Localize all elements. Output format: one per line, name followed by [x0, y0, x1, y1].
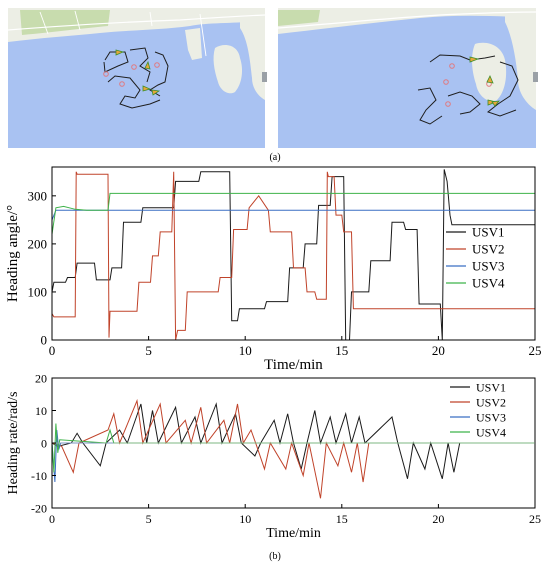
- y-tick-label: -20: [31, 502, 47, 516]
- x-tick-label: 25: [529, 343, 542, 358]
- target-point: [131, 64, 137, 70]
- y-tick-label: 0: [41, 437, 47, 451]
- usv-marker: [142, 85, 152, 92]
- map-2-usv-markers: [469, 56, 500, 107]
- plot-frame: [51, 166, 536, 341]
- heading-angle-chart: 0 5 10 15 20 25 0 100 200 300 Time/min Heading angl…: [5, 166, 542, 373]
- map-1-panel-toggle[interactable]: [262, 72, 267, 82]
- map-roads: [277, 11, 537, 29]
- target-point: [443, 79, 449, 85]
- target-point: [103, 71, 109, 77]
- x-tick-label: 15: [336, 512, 348, 526]
- map-peninsula: [213, 45, 243, 94]
- usv-marker: [486, 75, 494, 84]
- trajectory-map-2: [277, 8, 537, 148]
- panel-label-a: (a): [269, 152, 280, 163]
- x-tick-label: 20: [432, 512, 444, 526]
- x-tick-label: 0: [49, 343, 56, 358]
- x-tick-label: 5: [145, 343, 152, 358]
- usv-marker: [144, 60, 151, 70]
- y-tick-label: 20: [35, 372, 47, 386]
- map-park-area: [20, 10, 110, 35]
- series-line-usv2: [52, 398, 377, 499]
- x-axis-label: Time/min: [264, 357, 323, 373]
- x-tick-label: 0: [49, 512, 55, 526]
- legend-label: USV2: [472, 242, 505, 257]
- map-2-panel-toggle[interactable]: [533, 72, 538, 82]
- target-point: [445, 101, 451, 107]
- map-roads: [7, 10, 266, 57]
- legend-label: USV3: [472, 259, 505, 274]
- panel-a: (a): [7, 8, 538, 163]
- x-tick-label: 10: [239, 512, 251, 526]
- legend-label: USV1: [472, 225, 505, 240]
- series-line-usv1: [52, 169, 535, 340]
- series-line-usv2: [52, 171, 535, 340]
- legend-label: USV4: [472, 276, 505, 291]
- map-2-usv-paths: [417, 54, 519, 125]
- trajectory-map-1: [7, 8, 266, 148]
- y-tick-label: 100: [28, 284, 48, 299]
- y-tick-label: 300: [28, 188, 48, 203]
- legend-label: USV1: [476, 381, 506, 395]
- map-1-usv-markers: [115, 49, 161, 96]
- series-line-usv4: [52, 192, 535, 235]
- y-tick-label: 0: [41, 333, 48, 348]
- x-tick-label: 5: [146, 512, 152, 526]
- usv-marker: [491, 100, 500, 107]
- series-line-usv3: [52, 209, 535, 221]
- map-1-targets: [103, 62, 160, 87]
- map-island-dock: [185, 28, 202, 60]
- map-2-targets: [443, 63, 492, 107]
- x-tick-label: 15: [335, 343, 348, 358]
- panel-label-b: (b): [269, 551, 281, 562]
- y-tick-label: 200: [28, 236, 48, 251]
- y-axis-label: Heading rate/rad/s: [6, 391, 21, 494]
- legend: USV1 USV2 USV3 USV4: [446, 225, 505, 291]
- legend-label: USV4: [476, 426, 506, 440]
- map-east-shore: [240, 10, 265, 100]
- y-tick-label: -10: [31, 469, 47, 483]
- x-tick-label: 20: [432, 343, 445, 358]
- map-east-shore: [505, 10, 536, 110]
- heading-rate-chart: 0 5 10 15 20 25 -20 -10 0 10 20 Time/min Heading rat…: [6, 372, 541, 542]
- x-axis-label: Time/min: [266, 526, 321, 541]
- y-axis-label: Heading angle/°: [5, 205, 21, 302]
- target-point: [119, 81, 125, 87]
- x-tick-label: 10: [239, 343, 252, 358]
- series-line-usv1: [52, 402, 464, 479]
- usv-marker: [115, 49, 125, 56]
- target-point: [154, 62, 160, 68]
- usv-marker: [151, 89, 161, 96]
- target-point: [449, 63, 455, 69]
- y-tick-label: 10: [35, 404, 47, 418]
- legend-label: USV3: [476, 411, 506, 425]
- map-coastline-land: [278, 8, 536, 34]
- map-peninsula: [472, 42, 507, 102]
- series-line-usv4: [52, 423, 535, 473]
- usv-marker: [469, 56, 480, 63]
- map-park-area: [278, 10, 320, 26]
- legend-label: USV2: [476, 396, 506, 410]
- x-tick-label: 25: [529, 512, 541, 526]
